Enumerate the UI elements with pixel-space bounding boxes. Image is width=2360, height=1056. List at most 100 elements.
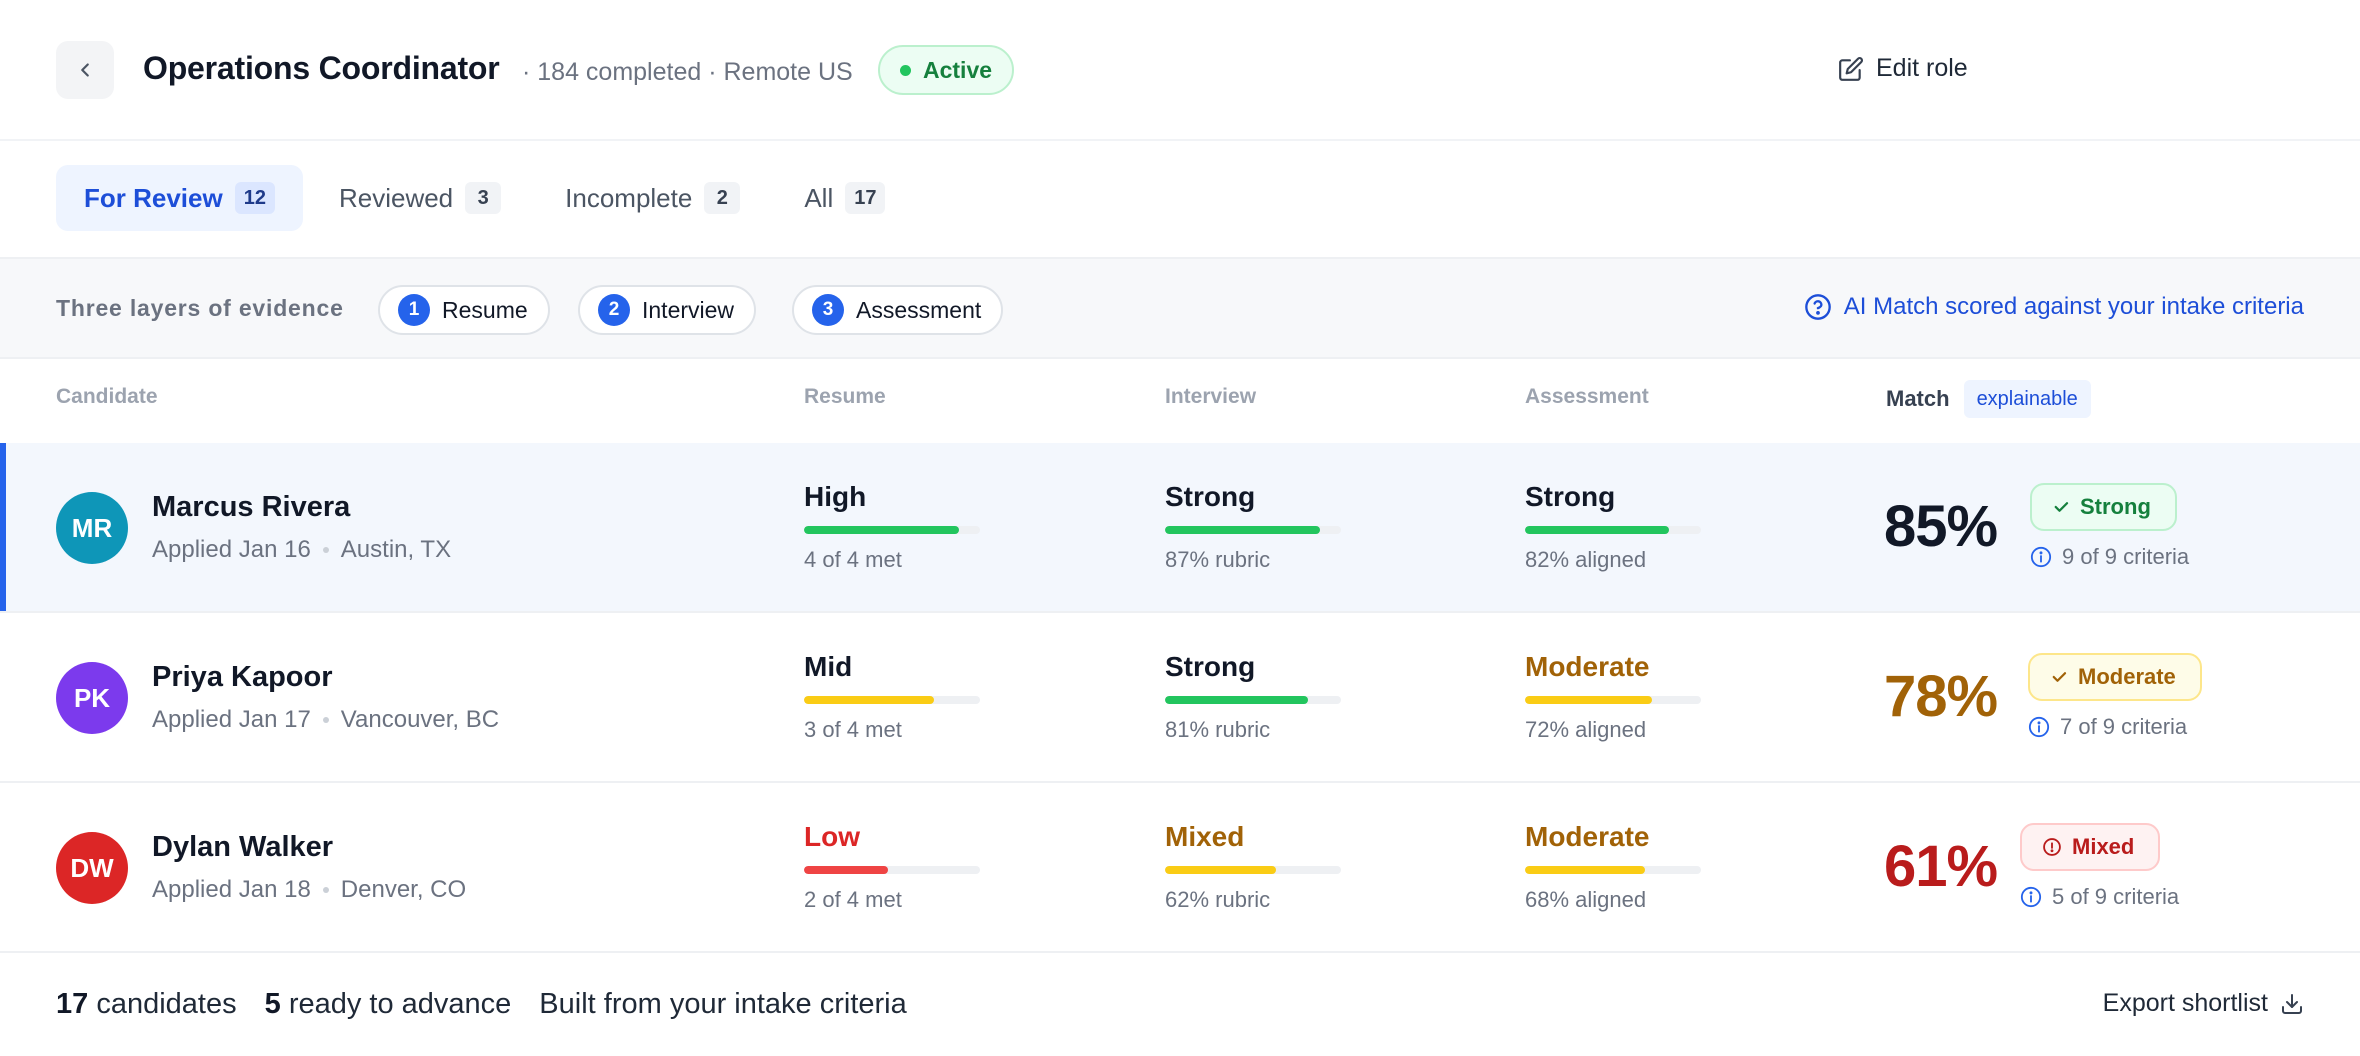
criteria-label: 9 of 9 criteria (2062, 544, 2190, 569)
separator-dot-icon (322, 717, 329, 723)
evidence-pill-interview[interactable]: 2 Interview (578, 285, 757, 335)
interview-detail: 87% rubric (1165, 547, 1271, 572)
tab-label: All (804, 182, 834, 213)
criteria-label: 5 of 9 criteria (2052, 884, 2180, 909)
criteria-count[interactable]: 9 of 9 criteria (2030, 544, 2189, 570)
interview-progress-fill (1165, 526, 1320, 534)
tab-count-badge: 3 (465, 182, 502, 214)
match-badge-label: Mixed (2072, 834, 2135, 859)
criteria-count[interactable]: 7 of 9 criteria (2028, 714, 2187, 740)
column-header-interview[interactable]: Interview (1165, 385, 1257, 408)
resume-detail: 4 of 4 met (804, 547, 902, 572)
tab-reviewed[interactable]: Reviewed 3 (311, 165, 529, 231)
resume-detail: 3 of 4 met (804, 717, 902, 742)
assessment-score: Strong 82% aligned (1525, 481, 1701, 573)
interview-progress-bar (1165, 866, 1341, 874)
explainable-badge: explainable (1963, 380, 2091, 418)
candidates-label: candidates (96, 988, 237, 1020)
back-button[interactable] (56, 41, 114, 99)
candidate-name[interactable]: Marcus Rivera (152, 491, 351, 523)
interview-progress-fill (1165, 696, 1308, 704)
layer-label: Assessment (856, 296, 982, 323)
evidence-pill-resume[interactable]: 1 Resume (378, 285, 550, 335)
export-shortlist-button[interactable]: Export shortlist (2103, 989, 2304, 1018)
assessment-level: Moderate (1525, 821, 1650, 852)
status-dot-icon (900, 64, 911, 76)
interview-progress-fill (1165, 866, 1276, 874)
ready-total: 5 ready to advance (265, 988, 512, 1021)
built-from-note: Built from your intake criteria (539, 988, 907, 1020)
match-badge: Mixed (2020, 823, 2161, 871)
column-header-match[interactable]: Match explainable (1886, 380, 2091, 418)
resume-progress-bar (804, 526, 980, 534)
candidate-name[interactable]: Dylan Walker (152, 831, 334, 863)
tab-for-review[interactable]: For Review 12 (56, 165, 303, 231)
tab-label: Incomplete (565, 182, 693, 213)
info-icon (2020, 886, 2042, 908)
evidence-bar: Three layers of evidence 1 Resume 2 Inte… (0, 257, 2360, 359)
candidate-row[interactable]: DW Dylan Walker Applied Jan 18 Denver, C… (0, 783, 2360, 953)
candidate-location: Vancouver, BC (340, 706, 500, 733)
page-header: Operations Coordinator · 184 completed ·… (0, 0, 2360, 141)
assessment-detail: 72% aligned (1525, 717, 1647, 742)
interview-level: Strong (1165, 651, 1256, 682)
tab-label: For Review (84, 182, 223, 213)
tab-incomplete[interactable]: Incomplete 2 (537, 165, 768, 231)
avatar: DW (56, 832, 128, 904)
status-label: Active (923, 56, 993, 83)
help-circle-icon (1804, 294, 1831, 320)
candidate-location: Denver, CO (340, 876, 467, 903)
edit-role-button[interactable]: Edit role (1838, 54, 1968, 83)
match-percentage: 61% (1884, 834, 1998, 899)
interview-score: Mixed 62% rubric (1165, 821, 1341, 913)
column-header-resume[interactable]: Resume (804, 385, 886, 408)
match-badge-label: Strong (2080, 494, 2151, 519)
resume-level: High (804, 481, 867, 512)
applied-date: Applied Jan 18 (152, 876, 311, 903)
separator-dot-icon (322, 887, 329, 893)
applied-date: Applied Jan 17 (152, 706, 311, 733)
criteria-count[interactable]: 5 of 9 criteria (2020, 884, 2179, 910)
download-icon (2282, 993, 2302, 1014)
tab-label: Reviewed (338, 182, 454, 213)
footer-bar: 17 candidates 5 ready to advance Built f… (0, 958, 2360, 1056)
status-badge: Active (878, 45, 1015, 95)
ai-match-info-link[interactable]: AI Match scored against your intake crit… (1804, 293, 2304, 321)
interview-level: Strong (1165, 481, 1256, 512)
check-icon (2052, 672, 2067, 682)
resume-progress-fill (804, 526, 959, 534)
interview-score: Strong 87% rubric (1165, 481, 1341, 573)
tab-all[interactable]: All 17 (776, 165, 913, 231)
edit-role-label: Edit role (1876, 54, 1968, 82)
criteria-label: 7 of 9 criteria (2060, 714, 2188, 739)
candidate-meta: Applied Jan 18 Denver, CO (152, 876, 466, 904)
tab-count-badge: 2 (704, 182, 741, 214)
column-header-candidate[interactable]: Candidate (56, 385, 158, 408)
candidate-meta: Applied Jan 17 Vancouver, BC (152, 706, 499, 734)
interview-score: Strong 81% rubric (1165, 651, 1341, 743)
resume-progress-bar (804, 696, 980, 704)
export-label: Export shortlist (2102, 989, 2268, 1017)
check-icon (2054, 502, 2069, 512)
candidates-count: 17 (56, 988, 89, 1020)
assessment-score: Moderate 68% aligned (1525, 821, 1701, 913)
assessment-progress-bar (1525, 526, 1701, 534)
evidence-pill-assessment[interactable]: 3 Assessment (792, 285, 1004, 335)
column-header-assessment[interactable]: Assessment (1525, 385, 1649, 408)
resume-progress-bar (804, 866, 980, 874)
interview-level: Mixed (1165, 821, 1245, 852)
tab-count-badge: 12 (234, 182, 275, 214)
resume-score: High 4 of 4 met (804, 481, 980, 573)
info-icon (2028, 716, 2050, 738)
assessment-level: Moderate (1525, 651, 1650, 682)
match-percentage: 78% (1884, 664, 1998, 729)
assessment-detail: 68% aligned (1525, 887, 1647, 912)
match-badge: Strong (2030, 483, 2177, 531)
candidate-row[interactable]: PK Priya Kapoor Applied Jan 17 Vancouver… (0, 613, 2360, 783)
assessment-level: Strong (1525, 481, 1616, 512)
candidate-name[interactable]: Priya Kapoor (152, 661, 333, 693)
resume-level: Mid (804, 651, 853, 682)
interview-detail: 81% rubric (1165, 717, 1271, 742)
edit-icon (1839, 56, 1863, 81)
candidate-row[interactable]: MR Marcus Rivera Applied Jan 16 Austin, … (0, 443, 2360, 613)
